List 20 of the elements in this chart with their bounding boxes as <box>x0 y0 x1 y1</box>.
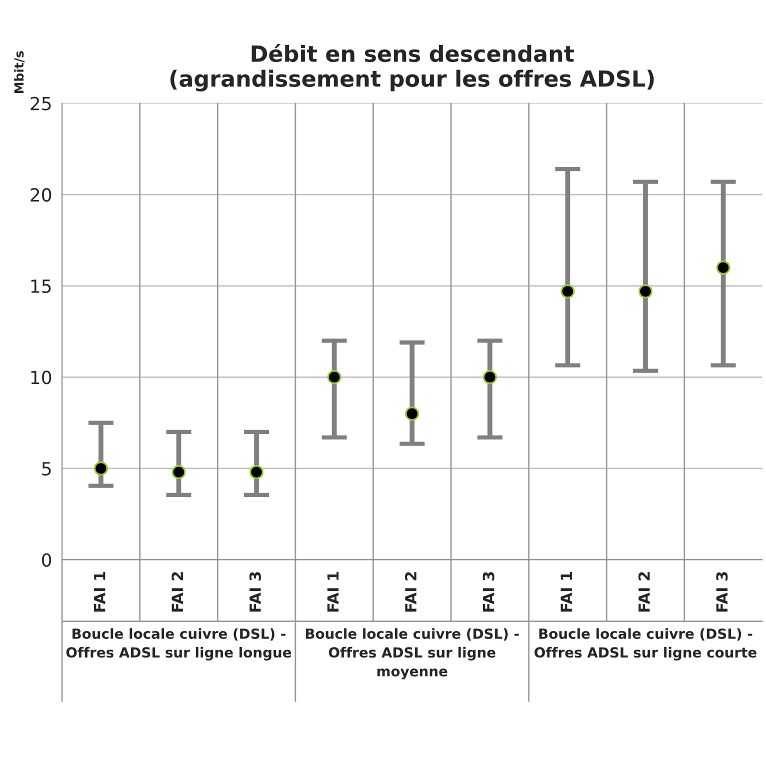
x-tick-label: FAI 3 <box>716 572 728 612</box>
x-tick-label: FAI 1 <box>560 572 572 612</box>
x-tick-label: FAI 2 <box>404 572 416 612</box>
y-tick-label: 25 <box>30 96 51 110</box>
x-tick-label: FAI 1 <box>327 572 339 612</box>
x-tick-label: FAI 2 <box>638 572 650 612</box>
y-tick-label: 20 <box>30 188 52 202</box>
text: Boucle locale cuivre (DSL) - Offres ADSL sur ligne longue <box>66 628 292 660</box>
y-tick-label: 10 <box>31 370 52 384</box>
x-tick-label: FAI 3 <box>249 572 261 612</box>
x-tick-label: FAI 3 <box>482 572 494 612</box>
chart-title: Débit en sens descendant (agrandissement pour les offres ADSL) <box>170 44 654 92</box>
x-tick-label: FAI 1 <box>94 572 106 612</box>
text: Boucle locale cuivre (DSL) - Offres ADSL sur ligne courte <box>534 628 756 660</box>
y-tick-label: 5 <box>42 462 51 476</box>
y-tick-label: 15 <box>31 280 51 294</box>
y-axis-title: Mbit/s <box>14 51 25 94</box>
x-tick-label: FAI 2 <box>172 572 183 612</box>
text: Boucle locale cuivre (DSL) - Offres ADSL sur ligne moyenne <box>306 628 519 680</box>
y-tick-label: 0 <box>42 553 52 567</box>
